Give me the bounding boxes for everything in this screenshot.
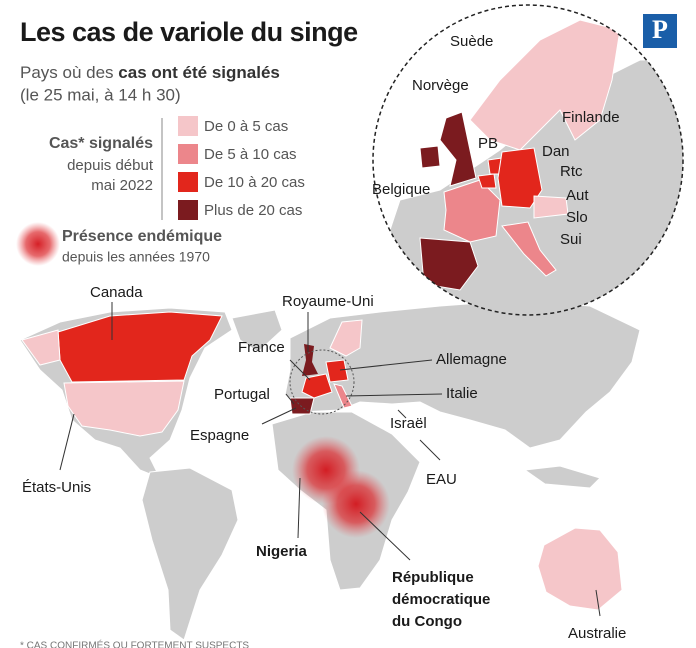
leader-line <box>285 393 295 405</box>
inset-label: Finlande <box>562 109 620 126</box>
australia <box>537 527 623 611</box>
country-label: EAU <box>426 471 457 488</box>
indonesia <box>523 465 601 489</box>
inset-italy <box>501 221 557 277</box>
country-label: Portugal <box>214 386 270 403</box>
footnote: * CAS CONFIRMÉS OU FORTEMENT SUSPECTS <box>20 639 249 648</box>
country-label: République <box>392 569 474 586</box>
endemic-swatch <box>16 222 60 266</box>
uk <box>302 344 318 376</box>
usa <box>63 380 185 437</box>
logo: P <box>652 15 668 44</box>
leader-line <box>297 477 301 539</box>
country-label: Royaume-Uni <box>282 293 374 310</box>
country-label: Australie <box>568 625 626 642</box>
country-label: Allemagne <box>436 351 507 368</box>
country-label: Espagne <box>190 427 249 444</box>
country-label: démocratique <box>392 591 490 608</box>
leader-lines <box>59 302 601 617</box>
country-label: France <box>238 339 285 356</box>
subtitle: Pays où des cas ont été signalés <box>20 63 280 82</box>
south-america <box>141 467 239 641</box>
legend-swatch <box>178 144 198 164</box>
endemic-subtitle: depuis les années 1970 <box>62 249 210 265</box>
inset-germany <box>497 147 543 209</box>
leader-line <box>595 589 601 617</box>
inset-uk <box>439 111 477 187</box>
leader-line <box>261 407 297 425</box>
legend-swatch <box>178 116 198 136</box>
inset-label: Dan <box>542 143 570 160</box>
legend-swatch <box>178 200 198 220</box>
inset-map <box>373 5 683 315</box>
inset-belgium <box>477 173 497 189</box>
country-label: Nigeria <box>256 543 308 560</box>
legend: De 0 à 5 cas De 5 à 10 cas De 10 à 20 cas P… <box>178 116 305 220</box>
subtitle-start: Pays où des <box>20 63 118 82</box>
leader-line <box>59 413 75 471</box>
inset-pink-central <box>533 195 569 219</box>
subtitle-bold: cas ont été signalés <box>118 63 280 82</box>
inset-ireland <box>419 145 441 169</box>
inset-label: Norvège <box>412 77 469 94</box>
inset-label: Belgique <box>372 181 430 198</box>
subtitle-date: (le 25 mai, à 14 h 30) <box>20 85 181 104</box>
legend-label: De 5 à 10 cas <box>204 146 297 163</box>
country-label: Italie <box>446 385 478 402</box>
logo-box <box>643 14 677 48</box>
canada <box>57 311 223 383</box>
title: Les cas de variole du singe <box>20 17 358 47</box>
inset-label: Suède <box>450 33 493 50</box>
inset-label: Sui <box>560 231 582 248</box>
scandinavia <box>329 319 363 357</box>
legend-label: De 0 à 5 cas <box>204 118 288 135</box>
country-label: Israël <box>390 415 427 432</box>
inset-label: PB <box>478 135 498 152</box>
leader-line <box>345 393 443 397</box>
world-map <box>19 299 641 641</box>
germany <box>325 359 349 383</box>
inset-label: Slo <box>566 209 588 226</box>
spain <box>289 397 315 415</box>
legend-label: De 10 à 20 cas <box>204 174 305 191</box>
inset-label: Aut <box>566 187 589 204</box>
country-label: du Congo <box>392 613 462 630</box>
leader-line <box>289 359 311 381</box>
inset-border <box>372 4 684 316</box>
leader-line <box>397 409 407 419</box>
leader-line <box>359 511 411 561</box>
alaska <box>21 329 61 366</box>
leader-line <box>419 439 441 461</box>
inset-label: Rtc <box>560 163 583 180</box>
zoom-circle <box>289 349 355 415</box>
leader-line <box>339 359 433 371</box>
endemic-zone <box>322 470 390 538</box>
greenland <box>231 309 283 353</box>
legend-swatch <box>178 172 198 192</box>
legend-label: Plus de 20 cas <box>204 202 302 219</box>
endemic-title: Présence endémique <box>62 228 222 245</box>
legend-subtitle: mai 2022 <box>91 177 153 194</box>
country-label: Canada <box>90 284 143 301</box>
country-label: États-Unis <box>22 479 91 496</box>
legend-title: Cas* signalés <box>49 135 153 152</box>
legend-subtitle: depuis début <box>67 157 154 174</box>
